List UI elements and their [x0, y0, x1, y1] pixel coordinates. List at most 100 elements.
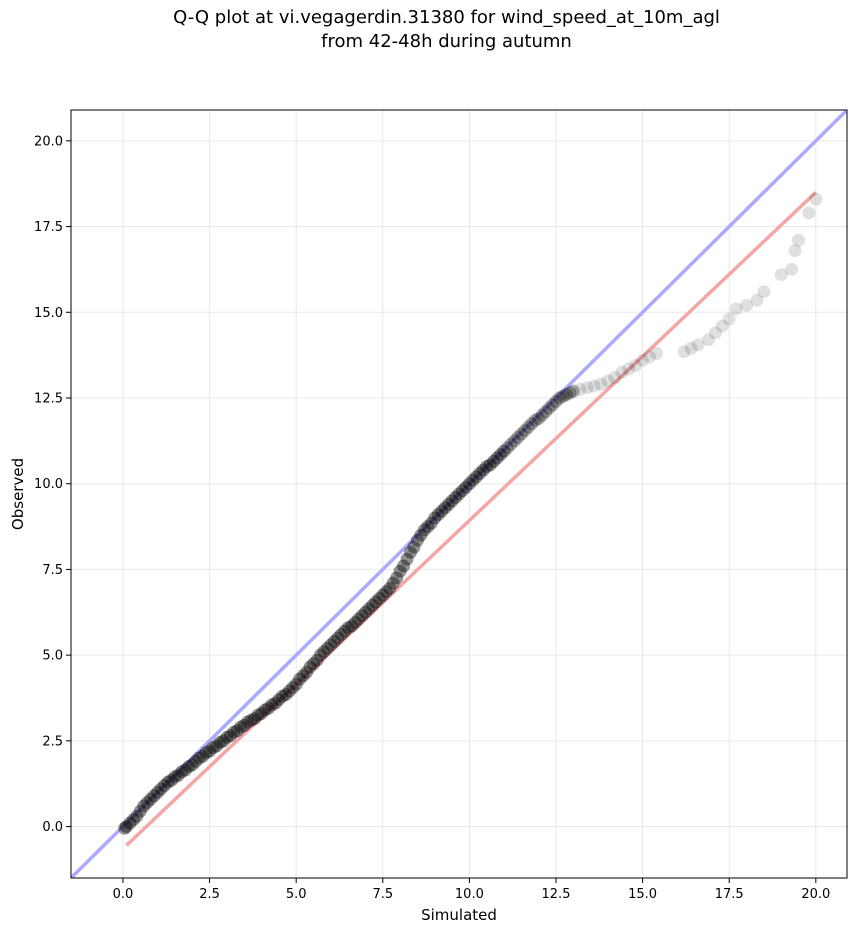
data-point — [410, 533, 424, 547]
x-tick-label: 10.0 — [455, 887, 484, 902]
data-point — [393, 564, 407, 578]
data-point — [313, 648, 327, 662]
data-point — [352, 612, 366, 626]
data-point — [168, 770, 182, 784]
data-point — [480, 460, 494, 474]
data-point — [355, 609, 369, 623]
data-point — [580, 381, 594, 395]
data-point — [750, 293, 764, 307]
data-point — [279, 688, 293, 702]
data-point — [348, 616, 362, 630]
data-point — [303, 660, 317, 674]
y-tick-label: 10.0 — [34, 477, 63, 492]
data-point — [518, 424, 532, 438]
data-point — [438, 501, 452, 515]
data-point — [483, 458, 497, 472]
data-point — [566, 384, 580, 398]
data-point — [809, 192, 823, 206]
data-point — [320, 641, 334, 655]
data-point — [476, 463, 490, 477]
data-point — [154, 782, 168, 796]
x-tick-label: 0.0 — [113, 887, 134, 902]
data-point — [549, 394, 563, 408]
data-point — [494, 448, 508, 462]
data-point — [341, 621, 355, 635]
series-points — [118, 192, 823, 835]
data-point — [192, 751, 206, 765]
data-point — [390, 571, 404, 585]
data-point — [386, 576, 400, 590]
data-point — [629, 358, 643, 372]
x-tick-label: 17.5 — [715, 887, 744, 902]
data-point — [636, 353, 650, 367]
data-point — [327, 634, 341, 648]
data-point — [643, 350, 657, 364]
data-point — [507, 434, 521, 448]
data-point — [151, 785, 165, 799]
data-point — [210, 739, 223, 753]
data-point — [268, 696, 282, 710]
data-point — [400, 552, 414, 566]
y-tick-label: 2.5 — [42, 734, 63, 749]
data-point — [241, 715, 255, 729]
y-tick-label: 15.0 — [34, 306, 63, 321]
data-point — [431, 508, 445, 522]
data-point — [722, 312, 736, 326]
data-point — [424, 516, 438, 530]
data-point — [300, 665, 314, 679]
data-point — [203, 744, 217, 758]
data-point — [701, 333, 715, 347]
data-point — [289, 677, 303, 691]
data-point — [622, 362, 636, 376]
data-point — [237, 718, 251, 732]
data-point — [528, 413, 542, 427]
data-point — [338, 624, 352, 638]
data-point — [275, 689, 289, 703]
data-point — [587, 379, 601, 393]
plot-area — [71, 110, 847, 878]
data-point — [601, 374, 615, 388]
data-point — [490, 451, 504, 465]
data-point — [462, 477, 476, 491]
data-point — [261, 701, 275, 715]
data-point — [248, 712, 262, 726]
data-point — [792, 233, 805, 247]
data-point — [358, 605, 372, 619]
data-point — [178, 763, 192, 777]
data-point — [691, 338, 705, 352]
data-point — [556, 389, 570, 403]
data-point — [452, 487, 466, 501]
data-point — [334, 628, 348, 642]
data-point — [563, 386, 577, 400]
data-point — [774, 268, 788, 282]
data-point — [435, 504, 449, 518]
data-point — [383, 581, 397, 595]
data-point — [417, 523, 431, 537]
y-tick-label: 5.0 — [42, 649, 63, 664]
data-point — [147, 789, 161, 803]
data-point — [265, 698, 279, 712]
data-point — [164, 773, 178, 787]
data-point — [594, 377, 608, 391]
data-point — [449, 490, 463, 504]
data-point — [445, 494, 459, 508]
data-point — [234, 720, 248, 734]
data-point — [677, 345, 691, 359]
data-point — [466, 473, 480, 487]
data-point — [715, 319, 729, 333]
x-axis-label: Simulated — [421, 906, 497, 924]
data-point — [684, 341, 698, 355]
data-point — [255, 706, 269, 720]
data-point — [331, 631, 345, 645]
data-point — [144, 792, 158, 806]
data-point — [161, 775, 175, 789]
data-point — [469, 470, 483, 484]
data-point — [307, 657, 320, 671]
data-point — [552, 391, 566, 405]
data-point — [244, 713, 258, 727]
data-point — [404, 545, 417, 559]
data-point — [414, 528, 428, 542]
data-point — [272, 693, 286, 707]
y-tick-label: 12.5 — [34, 392, 63, 407]
